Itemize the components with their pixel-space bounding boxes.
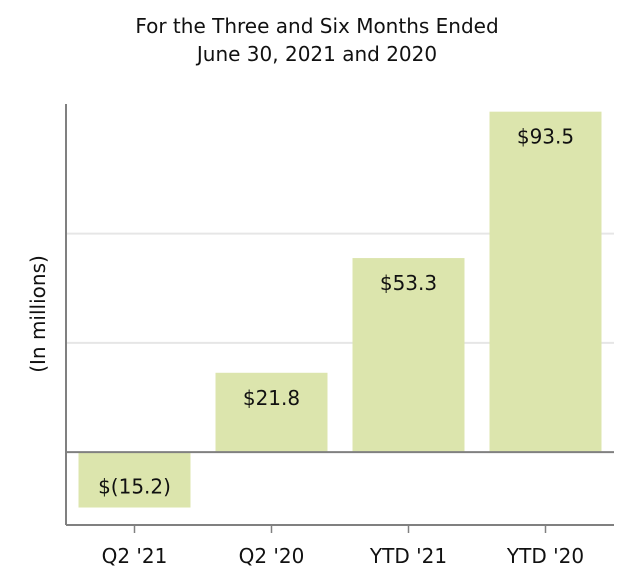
chart-title: For the Three and Six Months Ended June … (0, 12, 634, 68)
x-tick-label-1: Q2 '21 (102, 544, 168, 568)
bars (78, 111, 602, 508)
data-label-3: $53.3 (380, 271, 437, 295)
bar-2 (215, 372, 328, 453)
data-label-1: $(15.2) (98, 475, 171, 499)
axes (65, 104, 614, 526)
x-ticks: Q2 '21 Q2 '20 YTD '21 YTD '20 (102, 525, 584, 568)
chart-title-line-2: June 30, 2021 and 2020 (196, 42, 438, 66)
bar-1 (78, 452, 191, 508)
bar-3 (352, 258, 465, 453)
data-labels: $(15.2) $21.8 $53.3 $93.5 (98, 125, 574, 499)
x-tick-label-3: YTD '21 (369, 544, 447, 568)
chart-title-line-1: For the Three and Six Months Ended (135, 14, 499, 38)
x-tick-label-2: Q2 '20 (239, 544, 305, 568)
x-tick-label-4: YTD '20 (506, 544, 584, 568)
bar-4 (489, 111, 602, 453)
data-label-4: $93.5 (517, 125, 574, 149)
data-label-2: $21.8 (243, 386, 300, 410)
